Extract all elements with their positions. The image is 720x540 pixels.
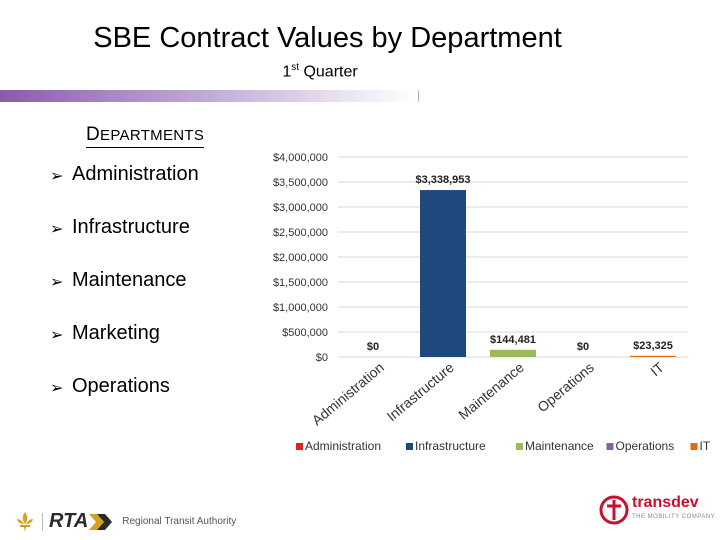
x-tick-label: Operations bbox=[534, 359, 597, 415]
bar bbox=[420, 190, 466, 357]
slide-subtitle: 1st Quarter bbox=[282, 62, 358, 81]
department-label: Operations bbox=[72, 375, 170, 397]
rta-subtitle: Regional Transit Authority bbox=[122, 516, 237, 527]
arrow-bullet-icon: ➢ bbox=[50, 221, 64, 238]
legend-label: Infrastructure bbox=[415, 439, 486, 453]
y-tick-label: $0 bbox=[316, 352, 328, 364]
departments-heading: DEPARTMENTS bbox=[86, 124, 205, 148]
department-list: ➢ Administration ➢ Infrastructure ➢ Maintenan… bbox=[50, 163, 199, 428]
transdev-wordmark: transdev bbox=[632, 494, 699, 511]
x-tick-label: Administration bbox=[309, 359, 387, 428]
department-item: ➢ Infrastructure bbox=[50, 216, 199, 269]
slide-title: SBE Contract Values by Department bbox=[93, 22, 562, 54]
y-tick-label: $500,000 bbox=[282, 327, 328, 339]
arrow-bullet-icon: ➢ bbox=[50, 274, 64, 291]
x-tick-label: Infrastructure bbox=[383, 359, 457, 424]
department-item: ➢ Maintenance bbox=[50, 269, 199, 322]
y-tick-label: $1,500,000 bbox=[273, 277, 328, 289]
legend-swatch bbox=[516, 443, 523, 450]
data-label: $23,325 bbox=[633, 340, 673, 352]
legend-label: IT bbox=[700, 439, 711, 453]
department-label: Maintenance bbox=[72, 269, 187, 291]
y-tick-label: $1,000,000 bbox=[273, 302, 328, 314]
fleur-de-lis-icon bbox=[17, 511, 33, 532]
department-item: ➢ Marketing bbox=[50, 322, 199, 375]
decorative-gradient-bar bbox=[0, 90, 418, 102]
data-label: $3,338,953 bbox=[415, 174, 470, 186]
legend-label: Maintenance bbox=[525, 439, 594, 453]
department-label: Administration bbox=[72, 163, 199, 185]
x-tick-label: IT bbox=[647, 359, 667, 380]
legend-label: Administration bbox=[305, 439, 381, 453]
bar bbox=[630, 355, 676, 357]
rta-wordmark: RTA bbox=[49, 510, 89, 532]
y-tick-label: $2,500,000 bbox=[273, 227, 328, 239]
y-tick-label: $4,000,000 bbox=[273, 152, 328, 164]
data-label: $0 bbox=[577, 341, 589, 353]
legend-swatch bbox=[606, 443, 614, 450]
arrow-bullet-icon: ➢ bbox=[50, 380, 64, 397]
y-tick-label: $2,000,000 bbox=[273, 252, 328, 264]
department-label: Marketing bbox=[72, 322, 160, 344]
transdev-tagline: THE MOBILITY COMPANY bbox=[632, 514, 716, 520]
decorative-divider bbox=[418, 90, 419, 102]
arrow-bullet-icon: ➢ bbox=[50, 168, 64, 185]
chevron-arrow-icon bbox=[89, 513, 113, 530]
y-tick-label: $3,500,000 bbox=[273, 177, 328, 189]
department-item: ➢ Operations bbox=[50, 375, 199, 428]
department-item: ➢ Administration bbox=[50, 163, 199, 216]
department-label: Infrastructure bbox=[72, 216, 190, 238]
rta-logo: RTA Regional Transit Authority bbox=[14, 510, 236, 533]
legend-swatch bbox=[690, 443, 698, 450]
logo-divider bbox=[42, 512, 43, 531]
legend-swatch bbox=[296, 443, 303, 450]
bar bbox=[490, 349, 536, 357]
x-tick-label: Maintenance bbox=[455, 359, 527, 423]
legend-label: Operations bbox=[616, 439, 675, 453]
legend-swatch bbox=[406, 443, 413, 450]
data-label: $144,481 bbox=[490, 334, 536, 346]
arrow-bullet-icon: ➢ bbox=[50, 327, 64, 344]
y-tick-label: $3,000,000 bbox=[273, 202, 328, 214]
data-label: $0 bbox=[367, 341, 379, 353]
transdev-logo-icon bbox=[599, 495, 629, 525]
